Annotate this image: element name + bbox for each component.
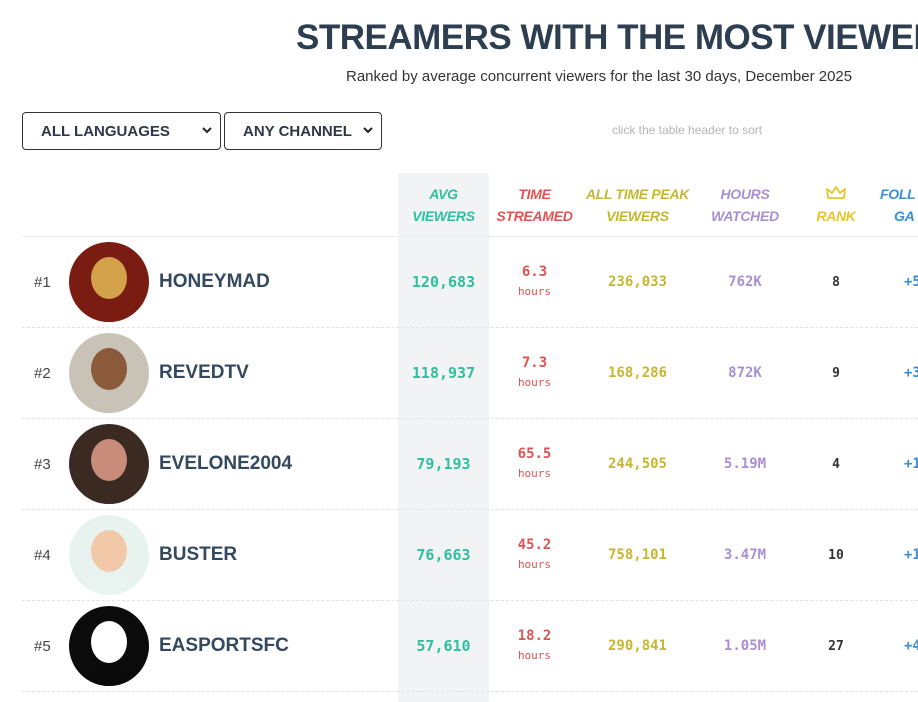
- peak-viewers-value: 168,286: [607, 365, 667, 381]
- rank-value: 8: [832, 274, 840, 290]
- followers-gained-value: +1: [904, 547, 918, 563]
- row-divider: [22, 600, 918, 601]
- table-row[interactable]: #4 BUSTER 76,663 45.2 hours 758,101 3.47…: [22, 510, 918, 601]
- crown-icon: [826, 186, 846, 199]
- streamer-name[interactable]: REVEDTV: [159, 362, 249, 383]
- easportsfc-avatar: [69, 606, 149, 686]
- streamer-name[interactable]: EASPORTSFC: [159, 635, 289, 656]
- streamer-name[interactable]: EVELONE2004: [159, 453, 293, 474]
- row-divider: [22, 509, 918, 510]
- peak-viewers-value: 244,505: [607, 456, 667, 472]
- streamer-name[interactable]: HONEYMAD: [159, 271, 270, 292]
- avg-viewers-value: 76,663: [416, 546, 471, 564]
- column-header-rank[interactable]: RANK: [808, 183, 864, 227]
- sort-hint: click the table header to sort: [612, 123, 763, 137]
- peak-viewers-value: 236,033: [607, 274, 667, 290]
- column-header-all-time-peak[interactable]: ALL TIME PEAK VIEWERS: [585, 186, 690, 224]
- hours-watched-value: 5.19M: [723, 456, 767, 472]
- hours-watched-value: 1.05M: [723, 638, 767, 654]
- rank-value: 10: [828, 547, 844, 563]
- column-header-time-streamed[interactable]: TIME STREAMED: [496, 186, 573, 224]
- chevron-down-icon: [363, 127, 373, 134]
- rank-value: 4: [832, 456, 840, 472]
- evelone2004-avatar: [69, 424, 149, 504]
- channel-select[interactable]: ANY CHANNEL: [224, 112, 382, 150]
- table-row[interactable]: #2 REVEDTV 118,937 7.3 hours 168,286 872…: [22, 328, 918, 419]
- followers-gained-value: +3: [904, 365, 918, 381]
- language-select[interactable]: ALL LANGUAGES: [22, 112, 221, 150]
- row-divider: [22, 418, 918, 419]
- avg-viewers-column-highlight: [398, 173, 489, 702]
- row-rank: #5: [34, 637, 51, 655]
- row-rank: #2: [34, 364, 51, 382]
- avg-viewers-value: 57,610: [416, 637, 471, 655]
- time-streamed-value: 7.3 hours: [517, 355, 552, 389]
- buster-avatar: [69, 515, 149, 595]
- row-rank: #1: [34, 273, 51, 291]
- time-streamed-value: 45.2 hours: [517, 537, 552, 571]
- followers-gained-value: +5: [904, 274, 918, 290]
- followers-gained-value: +1: [904, 456, 918, 472]
- honeymad-avatar: [69, 242, 149, 322]
- table-row[interactable]: #1 HONEYMAD 120,683 6.3 hours 236,033 76…: [22, 237, 918, 328]
- language-select-value: ALL LANGUAGES: [41, 122, 170, 140]
- page-title: STREAMERS WITH THE MOST VIEWERS: [296, 18, 918, 57]
- hours-watched-value: 762K: [728, 274, 762, 290]
- row-rank: #3: [34, 455, 51, 473]
- channel-select-value: ANY CHANNEL: [243, 122, 352, 140]
- hours-watched-value: 3.47M: [723, 547, 767, 563]
- page-subtitle: Ranked by average concurrent viewers for…: [346, 68, 853, 85]
- revedtv-avatar: [69, 333, 149, 413]
- followers-gained-value: +4: [904, 638, 918, 654]
- row-divider: [22, 691, 918, 692]
- avg-viewers-value: 120,683: [411, 273, 476, 291]
- avatar[interactable]: [69, 333, 149, 413]
- column-header-avg-viewers[interactable]: AVG VIEWERS: [412, 186, 475, 224]
- rank-value: 9: [832, 365, 840, 381]
- row-rank: #4: [34, 546, 51, 564]
- chevron-down-icon: [202, 127, 212, 134]
- row-divider: [22, 327, 918, 328]
- peak-viewers-value: 290,841: [607, 638, 667, 654]
- table-row[interactable]: #3 EVELONE2004 79,193 65.5 hours 244,505…: [22, 419, 918, 510]
- avg-viewers-value: 118,937: [411, 364, 476, 382]
- time-streamed-value: 65.5 hours: [517, 446, 552, 480]
- avatar[interactable]: [69, 515, 149, 595]
- column-header-hours-watched[interactable]: HOURS WATCHED: [711, 186, 779, 224]
- header-divider: [22, 236, 918, 237]
- time-streamed-value: 6.3 hours: [517, 264, 552, 298]
- avatar[interactable]: [69, 424, 149, 504]
- rank-value: 27: [828, 638, 844, 654]
- table-row[interactable]: #5 EASPORTSFC 57,610 18.2 hours 290,841 …: [22, 601, 918, 692]
- column-header-followers-gained[interactable]: FOLL GA: [880, 186, 916, 224]
- avatar[interactable]: [69, 606, 149, 686]
- avg-viewers-value: 79,193: [416, 455, 471, 473]
- streamer-name[interactable]: BUSTER: [159, 544, 238, 565]
- avatar[interactable]: [69, 242, 149, 322]
- hours-watched-value: 872K: [728, 365, 762, 381]
- peak-viewers-value: 758,101: [607, 547, 667, 563]
- time-streamed-value: 18.2 hours: [517, 628, 552, 662]
